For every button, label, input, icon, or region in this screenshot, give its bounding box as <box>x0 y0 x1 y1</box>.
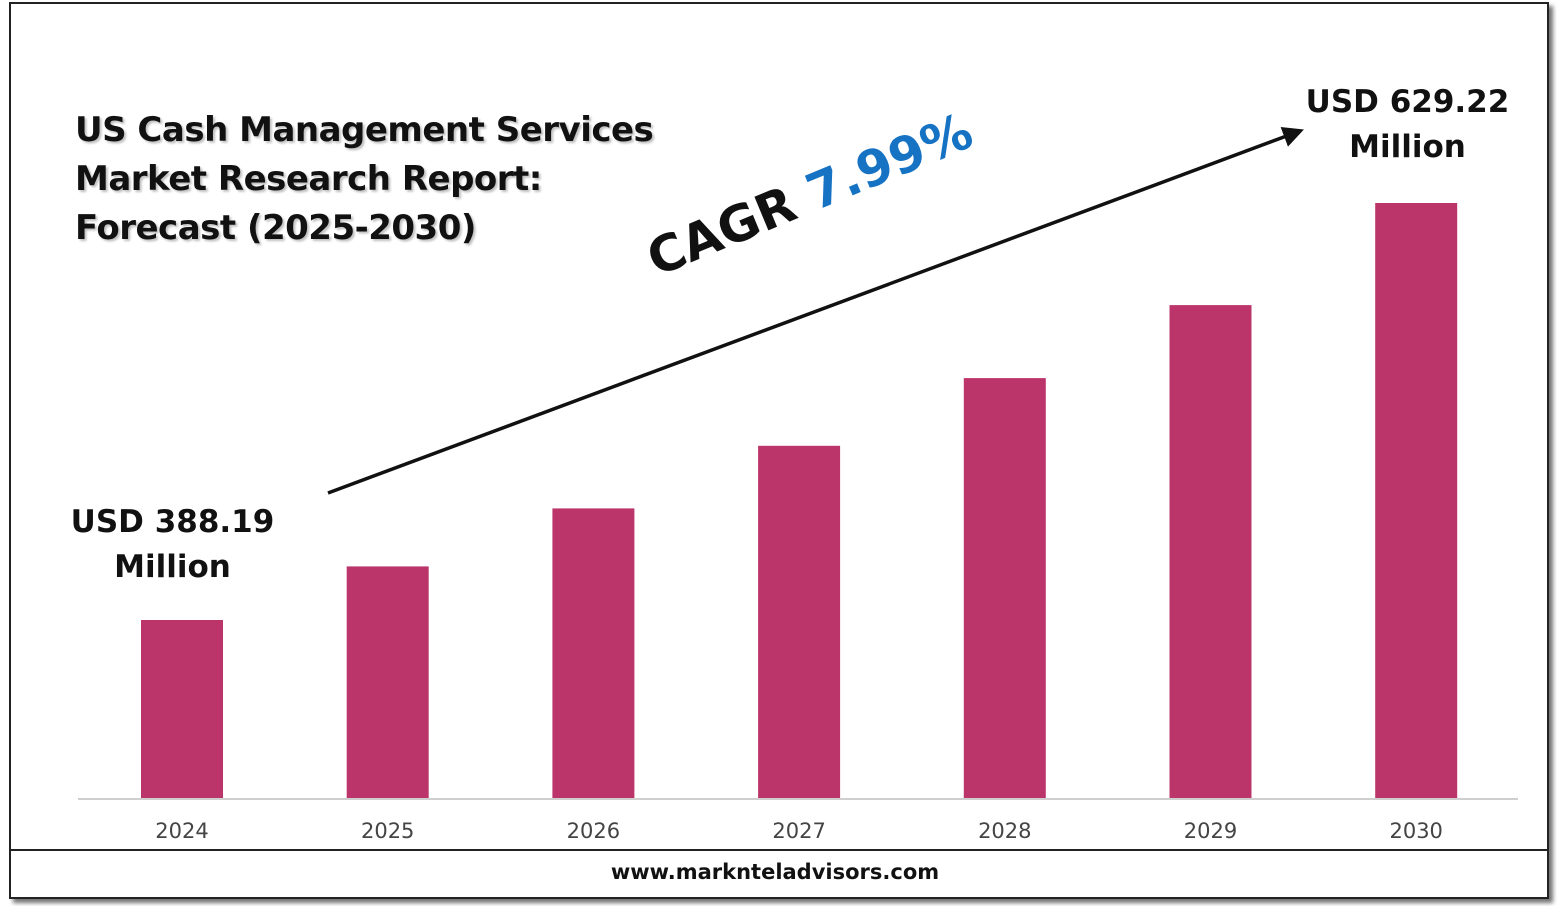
bars-group <box>141 203 1458 798</box>
x-tick-label-2024: 2024 <box>155 819 208 843</box>
bar-2026 <box>552 508 635 798</box>
x-tick-label-2028: 2028 <box>978 819 1031 843</box>
bar-2025 <box>346 566 429 798</box>
chart-title-line-1: US Cash Management Services <box>75 110 654 150</box>
bar-2029 <box>1169 305 1252 798</box>
bar-2028 <box>963 378 1046 798</box>
end-value-unit: Million <box>1349 129 1466 165</box>
x-tick-label-2027: 2027 <box>772 819 825 843</box>
bar-2027 <box>758 445 841 798</box>
x-tick-label-2025: 2025 <box>361 819 414 843</box>
x-tick-label-2026: 2026 <box>567 819 620 843</box>
bar-2030 <box>1375 203 1458 798</box>
footer-website-url: www.marknteladvisors.com <box>610 860 940 884</box>
x-tick-label-2030: 2030 <box>1389 819 1442 843</box>
cagr-trend-arrow <box>327 127 1304 495</box>
end-value-callout: USD 629.22 Million <box>1295 80 1520 170</box>
x-tick-label-2029: 2029 <box>1184 819 1237 843</box>
start-value-amount: USD 388.19 <box>70 504 275 540</box>
start-value-callout: USD 388.19 Million <box>60 500 285 590</box>
bar-2024 <box>141 620 223 798</box>
chart-title-line-2: Market Research Report: <box>75 159 542 199</box>
start-value-unit: Million <box>114 549 231 585</box>
x-tick-labels: 2024 2025 2026 2027 2028 2029 2030 <box>155 819 1443 843</box>
chart-title-line-3: Forecast (2025-2030) <box>75 208 476 248</box>
end-value-amount: USD 629.22 <box>1305 84 1510 120</box>
